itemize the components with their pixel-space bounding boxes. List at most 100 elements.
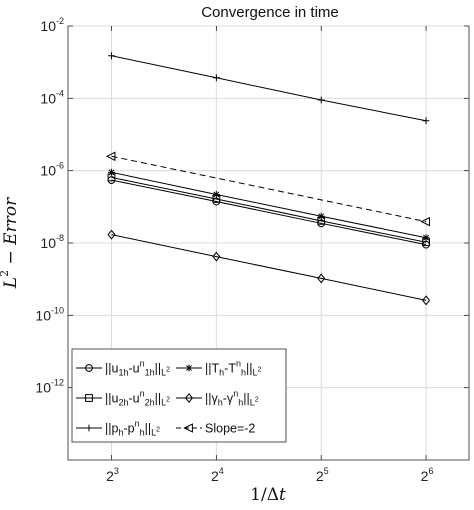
- legend-label: ||u2h-un2h||L2: [105, 389, 170, 408]
- x-axis-label-part: t: [279, 485, 286, 505]
- data-point: [317, 212, 325, 220]
- legend-label-part: 2h: [145, 398, 155, 408]
- legend-label-part: h: [241, 368, 246, 378]
- legend-label-part: n: [233, 389, 238, 399]
- data-point: [212, 191, 220, 198]
- y-axis-label-part: L: [1, 277, 21, 289]
- data-point: [317, 96, 325, 104]
- legend-label: ||Th-Tnh||L2: [205, 359, 262, 378]
- y-tick-label-base: 10: [35, 307, 51, 323]
- legend-label-part: h: [219, 368, 224, 378]
- x-tick-label-base: 2: [316, 468, 324, 484]
- legend: ||u1h-un1h||L2 ||Th-Tnh||L2||u2h-un2h||L2…: [71, 348, 287, 443]
- legend-label-part: Slope=-2: [205, 422, 255, 436]
- series-4: [107, 229, 431, 306]
- legend-label-part: ||: [246, 362, 253, 376]
- y-tick-label-base: 10: [40, 18, 56, 34]
- series-line: [111, 176, 427, 243]
- y-tick-label: 10-2: [40, 16, 64, 34]
- y-tick-label: 10-6: [40, 161, 64, 179]
- legend-label-part: ||γ: [205, 392, 218, 406]
- x-tick-label-exponent: 3: [114, 466, 119, 476]
- legend-label-part: ||: [243, 392, 250, 406]
- legend-entry: ||Th-Tnh||L2: [176, 359, 262, 378]
- legend-label-part: n: [135, 419, 140, 429]
- legend-label: ||γh-γnh||L2: [205, 389, 259, 408]
- legend-box: [71, 348, 287, 443]
- legend-label-part: 2: [255, 397, 259, 404]
- y-tick-label-base: 10: [40, 163, 56, 179]
- legend-marker: [85, 394, 93, 402]
- legend-label-part: -T: [224, 362, 236, 376]
- data-point: [107, 229, 116, 240]
- x-axis-ticks: 23 24 25 26: [106, 26, 433, 484]
- x-tick-label: 26: [421, 466, 434, 484]
- legend-label-part: L: [161, 368, 166, 378]
- legend-marker: [184, 393, 194, 403]
- x-tick-label-base: 2: [421, 468, 429, 484]
- series-2: [108, 52, 430, 125]
- legend-label: ||u1h-un1h||L2: [105, 359, 170, 378]
- legend-label-part: 2: [166, 397, 170, 404]
- x-tick-label-base: 2: [106, 468, 114, 484]
- legend-label-part: ||u: [105, 362, 118, 376]
- y-tick-label: 10-12: [35, 378, 64, 396]
- series-line: [111, 179, 427, 246]
- x-tick-label: 23: [106, 466, 119, 484]
- x-tick-label: 24: [211, 466, 224, 484]
- y-axis-label-part: −: [1, 245, 21, 270]
- data-point: [212, 251, 221, 262]
- data-point: [108, 52, 115, 60]
- series-line: [111, 171, 427, 239]
- x-axis-label-part: Δ: [267, 485, 279, 505]
- y-axis-label-part: Error: [1, 197, 21, 246]
- x-tick-label-base: 2: [211, 468, 219, 484]
- chart-title: Convergence in time: [201, 4, 339, 21]
- series-layer: [105, 52, 431, 306]
- data-point: [108, 168, 115, 176]
- series-line: [111, 155, 427, 223]
- legend-label-part: n: [140, 359, 145, 369]
- legend-label-part: h: [218, 398, 223, 408]
- legend-entry: ||u2h-un2h||L2: [76, 389, 170, 408]
- legend-label: ||ph-pnh||L2: [105, 419, 160, 438]
- legend-label-part: ||u: [105, 392, 118, 406]
- data-point: [105, 151, 116, 162]
- y-tick-label-base: 10: [35, 380, 51, 396]
- y-tick-label-exponent: -8: [56, 233, 64, 243]
- y-tick-label: 10-8: [40, 233, 64, 251]
- legend-label-part: -γ: [223, 392, 234, 406]
- legend-entry: ||γh-γnh||L2: [176, 389, 259, 408]
- legend-label-part: L: [151, 428, 156, 438]
- legend-label-part: ||: [145, 422, 152, 436]
- legend-label-part: 2h: [118, 398, 128, 408]
- legend-label-part: 1h: [145, 368, 155, 378]
- legend-label-part: -u: [128, 362, 139, 376]
- data-point: [317, 273, 326, 284]
- x-tick-label: 25: [316, 466, 329, 484]
- x-tick-label-exponent: 4: [219, 466, 224, 476]
- legend-entry: Slope=-2: [176, 422, 255, 436]
- legend-label-part: ||: [155, 362, 162, 376]
- y-tick-label: 10-10: [35, 305, 64, 323]
- legend-label-part: -p: [123, 422, 134, 436]
- series-5: [105, 151, 430, 227]
- legend-label-part: n: [236, 359, 241, 369]
- legend-label-part: 2: [166, 367, 170, 374]
- legend-label-part: ||p: [105, 422, 118, 436]
- data-point: [422, 117, 430, 125]
- grid-lines: [68, 25, 469, 460]
- series-line: [111, 55, 427, 122]
- y-tick-label: 10-4: [40, 88, 64, 106]
- data-point: [212, 74, 220, 82]
- legend-label-part: h: [140, 428, 145, 438]
- legend-label-part: 2: [156, 427, 160, 434]
- legend-entry: ||ph-pnh||L2: [76, 419, 160, 438]
- legend-marker: [85, 364, 93, 372]
- series-line: [111, 234, 427, 301]
- legend-entry: ||u1h-un1h||L2: [76, 359, 170, 378]
- legend-label-part: L: [161, 398, 166, 408]
- x-axis-label-part: 1/: [250, 485, 267, 505]
